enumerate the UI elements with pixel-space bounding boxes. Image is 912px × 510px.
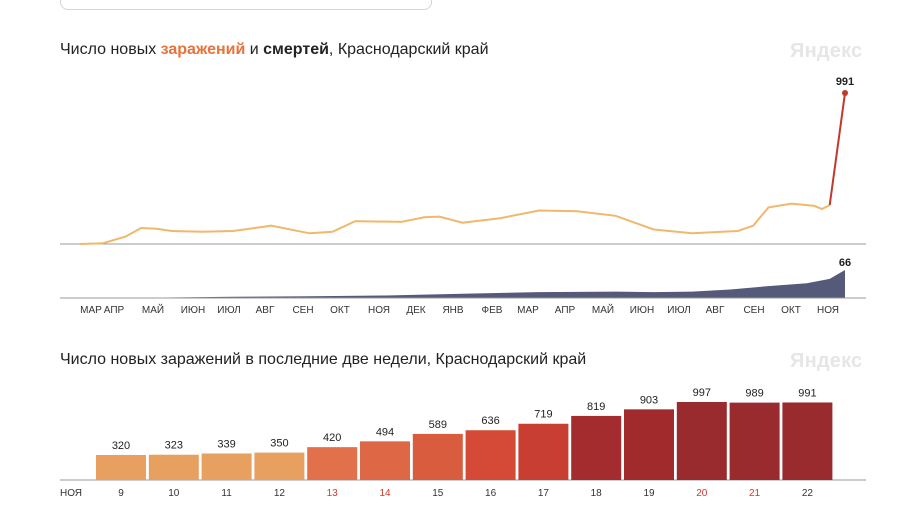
x-tick-label: ИЮЛ [667,305,690,316]
chart1-title-part: , Краснодарский край [328,41,489,58]
chart1-title-part: Число новых [60,41,161,58]
x-tick-label: СЕН [292,305,313,316]
x-tick-label: 18 [591,488,603,499]
bar-value-label: 323 [165,440,183,452]
yandex-logo: Яндекс [790,40,863,62]
x-tick-label: ИЮН [181,305,206,316]
x-tick-label: 10 [168,488,180,499]
x-tick-label: 15 [432,488,444,499]
x-tick-label: 21 [749,488,761,499]
x-tick-label: МАЙ [142,303,164,316]
bar-value-label: 997 [693,387,711,399]
x-tick-label: ДЕК [406,305,425,316]
yandex-logo: Яндекс [790,350,863,372]
bar-value-label: 320 [112,440,130,452]
x-tick-label: ФЕВ [482,305,503,316]
x-tick-label: НОЯ [817,305,839,316]
x-tick-label: ИЮЛ [217,305,240,316]
x-tick-label: АПР [555,305,576,316]
x-tick-label: МАР [80,305,102,316]
x-tick-label: СЕН [743,305,764,316]
infections-line-end [828,92,846,206]
x-tick-label: ИЮН [630,305,655,316]
x-tick-label: 20 [696,488,708,499]
infections-line [79,202,831,245]
x-tick-label: НОЯ [368,305,390,316]
chart2-title: Число новых заражений в последние две не… [60,351,587,368]
x-tick-label: МАЙ [592,303,614,316]
chart1-title: Число новых заражений и смертей, Краснод… [60,41,489,59]
x-tick-label: 14 [379,488,391,499]
x-tick-label: 12 [274,488,286,499]
x-tick-label: 17 [538,488,550,499]
bar-value-label: 819 [587,401,605,413]
x-tick-label: ОКТ [330,305,350,316]
chart1-title-deaths: смертей [263,41,329,58]
bar [254,452,305,480]
x-tick-label: ЯНВ [442,305,463,316]
bar-value-label: 420 [323,432,341,444]
bar [676,402,727,480]
bar-value-label: 636 [481,415,499,427]
bar [201,453,252,480]
x-tick-label: 22 [802,488,814,499]
bar [518,423,569,480]
bar [360,441,410,480]
x-month-label: НОЯ [60,488,82,499]
bar [782,402,833,480]
x-tick-label: 16 [485,488,497,499]
x-tick-label: 11 [221,488,232,499]
bar-value-label: 494 [376,426,394,438]
x-tick-label: 19 [643,488,655,499]
bar [465,430,516,480]
bar [148,454,199,480]
bar-value-label: 350 [270,438,288,450]
x-tick-label: АПР [104,305,125,316]
bar-value-label: 719 [534,409,552,421]
bar-value-label: 989 [745,388,763,400]
bar-value-label: 991 [798,387,816,399]
deaths-last-label: 66 [839,257,851,269]
x-tick-label: МАР [517,305,539,316]
bar [729,402,780,480]
bar-value-label: 339 [217,438,235,450]
x-tick-label: 9 [118,488,124,499]
bar [96,454,146,480]
x-tick-label: АВГ [256,305,275,316]
x-tick-label: 13 [327,488,339,499]
chart1-title-infections: заражений [160,41,246,58]
chart1-title-part: и [245,41,264,58]
infections-last-point [842,90,848,96]
bar-value-label: 589 [429,419,447,431]
x-tick-label: АВГ [706,305,725,316]
bar-value-label: 903 [640,394,658,406]
deaths-area [80,270,845,298]
infections-last-label: 991 [836,76,854,88]
bar [571,415,622,480]
bar [624,409,674,480]
bar [412,433,463,480]
bar [307,447,358,480]
x-tick-label: ОКТ [781,305,801,316]
